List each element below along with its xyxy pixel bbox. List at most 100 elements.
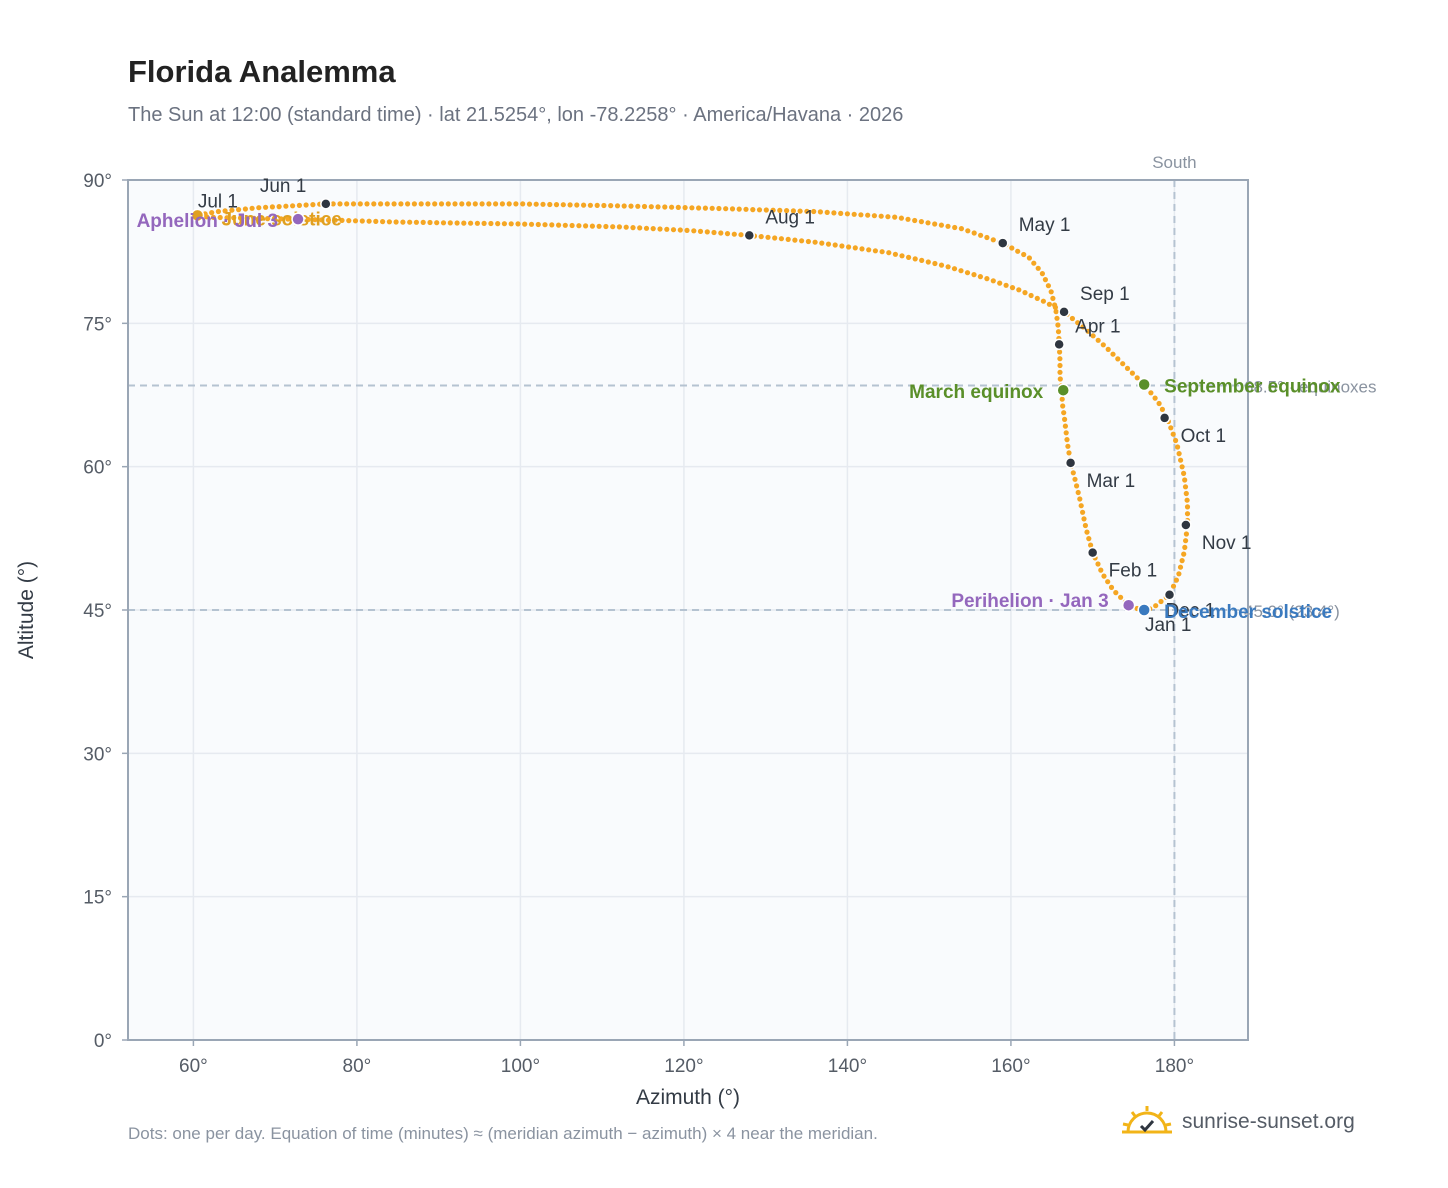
- daily-sun-dot: [885, 214, 891, 220]
- daily-sun-dot: [724, 231, 731, 237]
- daily-sun-dot: [872, 248, 879, 254]
- daily-sun-dot: [879, 249, 885, 255]
- daily-sun-dot: [244, 215, 250, 221]
- daily-sun-dot: [952, 224, 958, 231]
- daily-sun-dot: [210, 214, 216, 220]
- daily-sun-dot: [325, 217, 332, 223]
- daily-sun-dot: [669, 204, 675, 210]
- daily-sun-dot: [447, 220, 453, 226]
- reference-lines: South 68.5° · equinoxes 45.0° (23.4°): [128, 153, 1377, 1040]
- daily-sun-dot: [1034, 295, 1040, 301]
- daily-sun-dot: [574, 202, 580, 208]
- y-tick-label: 75°: [83, 314, 112, 335]
- daily-sun-dot: [400, 219, 406, 225]
- daily-sun-dot: [729, 206, 736, 212]
- daily-sun-dot: [621, 203, 627, 209]
- daily-sun-dot: [1178, 457, 1184, 463]
- daily-sun-dot: [1057, 376, 1063, 382]
- month-marker-label: Jul 1: [198, 191, 238, 212]
- event-marker-label: June solstice: [221, 209, 341, 230]
- daily-sun-dot: [1055, 322, 1061, 328]
- x-tick-label: 180°: [1155, 1056, 1194, 1077]
- event-marker-label: Perihelion · Jan 3: [951, 591, 1108, 612]
- daily-sun-dot: [1183, 538, 1189, 544]
- daily-sun-dot: [452, 201, 458, 207]
- daily-sun-dot: [817, 209, 824, 215]
- daily-sun-dot: [427, 219, 433, 226]
- daily-sun-dot: [635, 203, 641, 209]
- daily-sun-dot: [1048, 289, 1054, 295]
- daily-sun-dot: [1078, 503, 1084, 509]
- daily-sun-dot: [811, 208, 817, 215]
- daily-sun-dot: [1105, 346, 1111, 352]
- daily-sun-dot: [925, 220, 931, 226]
- daily-sun-dot: [716, 205, 722, 212]
- daily-sun-dot: [971, 272, 977, 278]
- daily-sun-dot: [977, 274, 984, 280]
- daily-sun-dot: [1009, 245, 1015, 251]
- daily-sun-dot: [1182, 477, 1188, 483]
- daily-sun-dot: [846, 244, 852, 250]
- y-tick-label: 15°: [83, 888, 112, 909]
- daily-sun-dot: [971, 230, 977, 236]
- daily-sun-dot: [488, 220, 494, 227]
- daily-sun-dot: [1168, 425, 1174, 431]
- daily-sun-dot: [859, 246, 865, 252]
- daily-sun-dot: [684, 227, 690, 233]
- daily-sun-dot: [1082, 522, 1088, 529]
- chart-title: Florida Analemma: [128, 54, 396, 89]
- daily-sun-dot: [520, 201, 526, 207]
- daily-sun-dot: [1061, 410, 1067, 416]
- daily-sun-dot: [711, 229, 717, 236]
- daily-sun-dot: [756, 207, 763, 213]
- brand[interactable]: sunrise-sunset.org: [1120, 1104, 1355, 1140]
- month-marker-label: Dec 1: [1166, 601, 1216, 622]
- daily-sun-dot: [1016, 287, 1022, 293]
- daily-sun-dot: [785, 236, 791, 242]
- daily-sun-dot: [637, 225, 643, 231]
- daily-sun-dot: [805, 238, 812, 245]
- daily-sun-dot: [738, 232, 744, 238]
- month-marker-dot: [996, 237, 1009, 249]
- daily-sun-dot: [332, 217, 338, 223]
- daily-sun-dot: [1090, 333, 1096, 339]
- daily-sun-dot: [204, 214, 210, 220]
- daily-sun-dot: [1084, 529, 1090, 535]
- daily-sun-dot: [540, 201, 546, 207]
- daily-sun-dot: [515, 221, 521, 227]
- daily-sun-dot: [508, 221, 514, 227]
- daily-sun-dot: [832, 242, 838, 248]
- daily-sun-dot: [229, 207, 235, 213]
- daily-sun-dot: [366, 218, 372, 224]
- daily-sun-dot: [1110, 351, 1116, 357]
- daily-sun-dot: [1021, 251, 1027, 258]
- daily-sun-dot: [1153, 603, 1159, 609]
- daily-sun-dot: [222, 208, 228, 214]
- daily-sun-dot: [758, 234, 764, 240]
- daily-sun-dot: [251, 215, 257, 221]
- daily-sun-dot: [346, 218, 352, 224]
- month-marker-dot: [1064, 457, 1077, 469]
- daily-sun-dot: [938, 262, 945, 268]
- daily-sun-dot: [736, 206, 742, 212]
- month-marker-label: Mar 1: [1087, 471, 1136, 492]
- daily-sun-dot: [265, 216, 271, 222]
- month-marker-label: Aug 1: [765, 207, 815, 228]
- daily-sun-dot: [418, 201, 424, 207]
- daily-sun-dot: [359, 218, 365, 224]
- daily-sun-dot: [770, 207, 776, 213]
- daily-sun-dot: [750, 207, 756, 213]
- month-marker-dot: [1053, 338, 1065, 351]
- daily-sun-dot: [784, 208, 790, 214]
- x-tick-label: 120°: [664, 1056, 703, 1077]
- daily-sun-dot: [1177, 564, 1184, 570]
- daily-sun-dot: [350, 201, 357, 207]
- daily-sun-dot: [337, 201, 343, 207]
- daily-sun-dot: [990, 278, 996, 284]
- daily-sun-dot: [1184, 504, 1191, 510]
- daily-sun-dot: [391, 201, 397, 207]
- daily-sun-dot: [1129, 370, 1135, 376]
- y-tick-label: 45°: [83, 601, 112, 622]
- x-tick-label: 60°: [179, 1056, 208, 1077]
